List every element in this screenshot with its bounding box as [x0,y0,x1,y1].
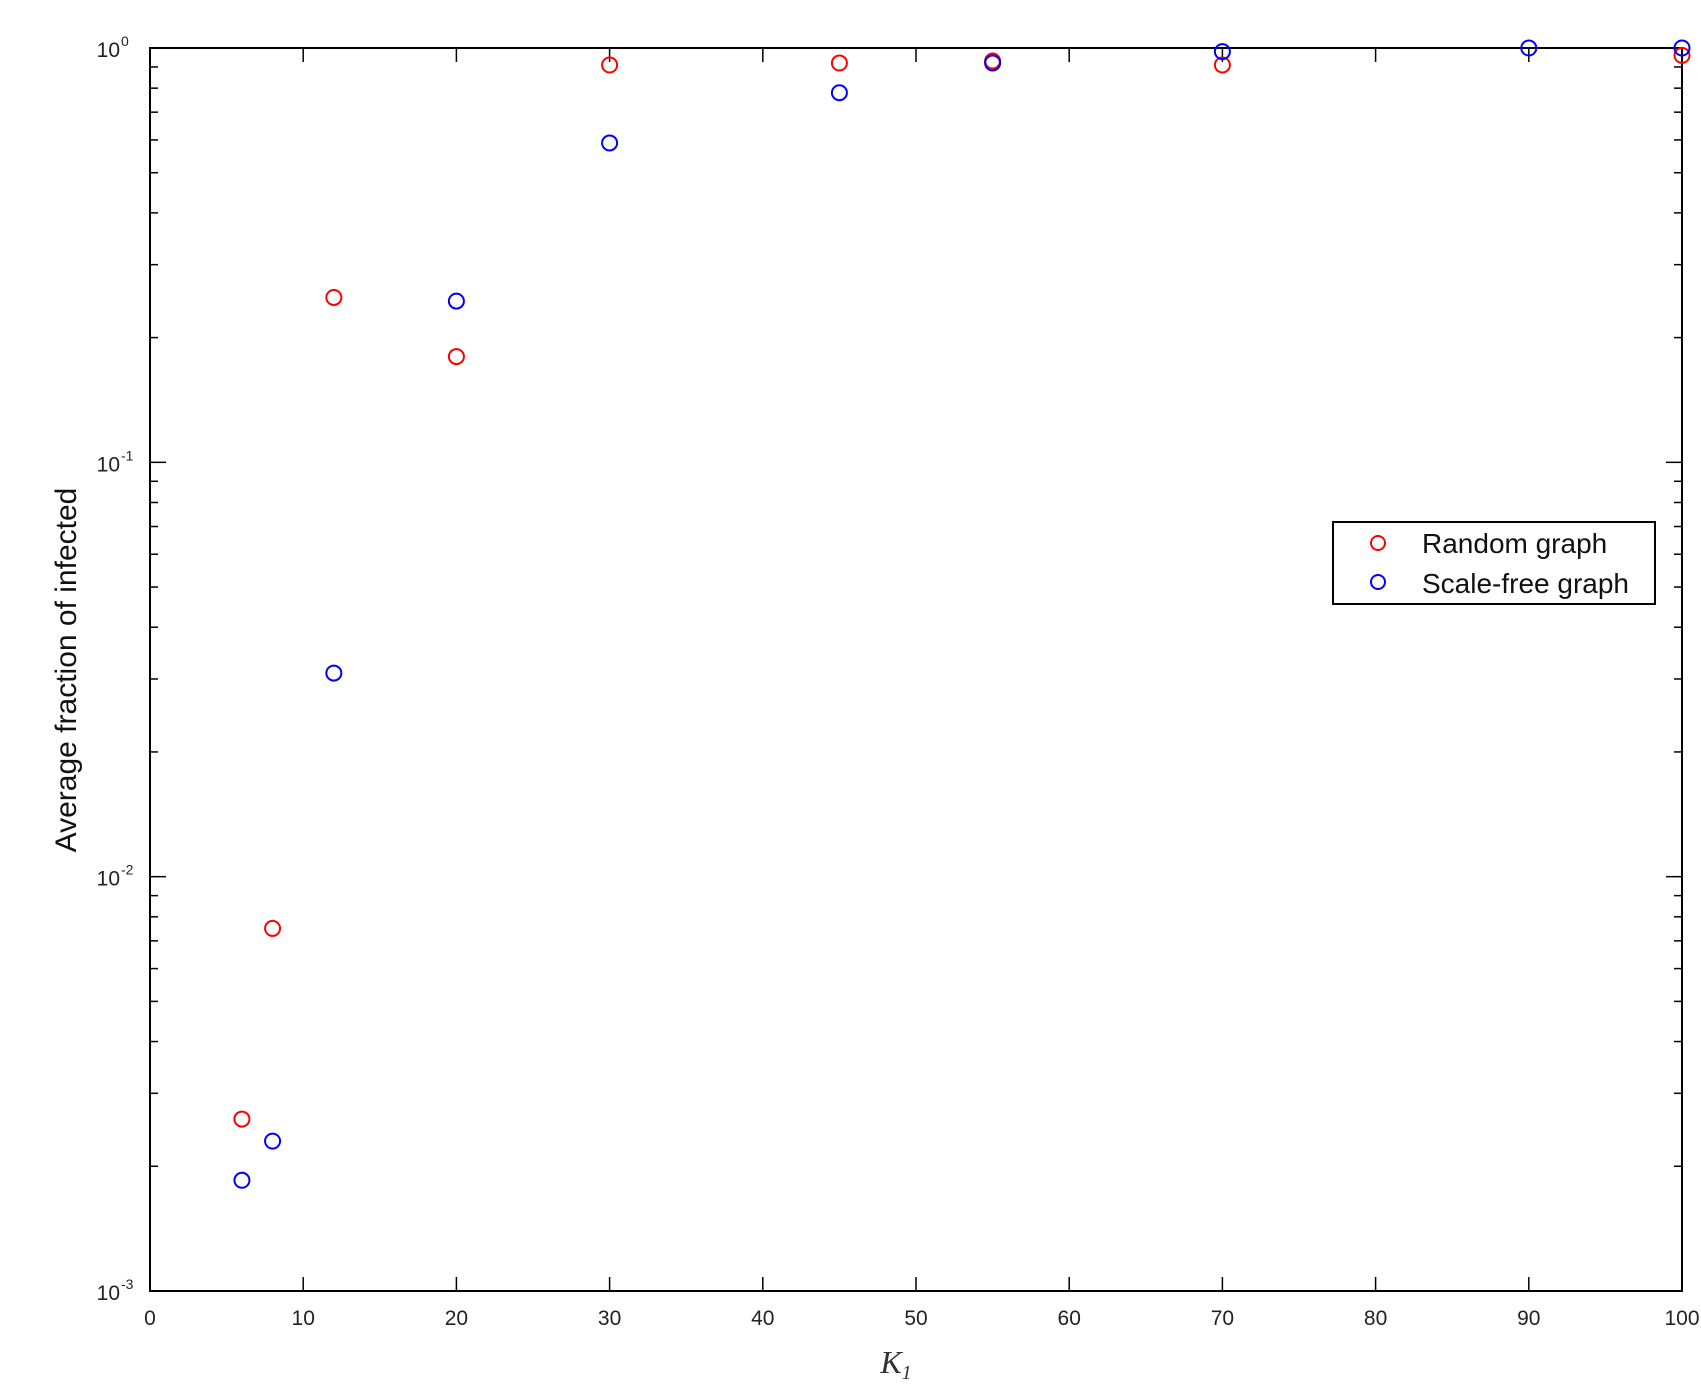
x-axis-title-main: K [879,1344,903,1380]
data-point-random-graph [1673,46,1691,64]
data-point-scale-free-graph [233,1171,251,1189]
y-tick-label: 10 [97,453,120,476]
data-point-scale-free-graph [1213,43,1231,61]
x-tick-label: 70 [1211,1307,1234,1330]
legend-marker-random-graph [1370,535,1386,551]
legend-marker-scale-free-graph [1370,574,1386,590]
legend-label-random-graph: Random graph [1422,528,1607,559]
data-point-scale-free-graph [830,84,848,102]
y-axis-title: Average fraction of infected [50,488,83,853]
data-point-scale-free-graph [601,134,619,152]
data-point-scale-free-graph [325,664,343,682]
x-tick-labels: 0 10 20 30 40 50 60 70 80 90 100 [144,1307,1699,1330]
y-tick-exponent: -1 [121,447,134,463]
legend-label-scale-free-graph: Scale-free graph [1422,568,1629,599]
data-point-random-graph [325,288,343,306]
y-tick-exponent: -3 [121,1276,134,1292]
legend: Random graph Scale-free graph [1332,521,1656,605]
y-tick-label: 10 [97,39,120,62]
data-point-random-graph [601,56,619,74]
data-point-scale-free-graph [1673,39,1691,57]
y-tick-label: 10 [97,868,120,891]
x-tick-label: 50 [904,1307,927,1330]
x-tick-label: 20 [445,1307,468,1330]
data-point-random-graph [830,54,848,72]
x-tick-label: 100 [1664,1307,1699,1330]
data-point-scale-free-graph [264,1132,282,1150]
data-point-scale-free-graph [984,54,1002,72]
x-tick-label: 60 [1058,1307,1081,1330]
y-tick-label: 10 [97,1282,120,1305]
data-points [233,39,1691,1189]
data-point-random-graph [1213,56,1231,74]
data-point-scale-free-graph [1520,39,1538,57]
x-tick-label: 90 [1517,1307,1540,1330]
x-axis-title: K1 [879,1344,911,1384]
legend-box [1332,521,1656,605]
x-tick-label: 10 [292,1307,315,1330]
y-tick-exponent: -2 [121,862,134,878]
x-axis-title-subscript: 1 [902,1362,912,1384]
data-point-scale-free-graph [447,292,465,310]
data-point-random-graph [233,1110,251,1128]
x-tick-label: 80 [1364,1307,1387,1330]
x-tick-label: 40 [751,1307,774,1330]
data-point-random-graph [264,919,282,937]
x-tick-label: 0 [144,1307,156,1330]
y-tick-exponent: 0 [121,33,129,49]
x-tick-label: 30 [598,1307,621,1330]
plot-area [150,48,1682,1291]
data-point-random-graph [447,348,465,366]
plot-frame [149,47,1683,1292]
